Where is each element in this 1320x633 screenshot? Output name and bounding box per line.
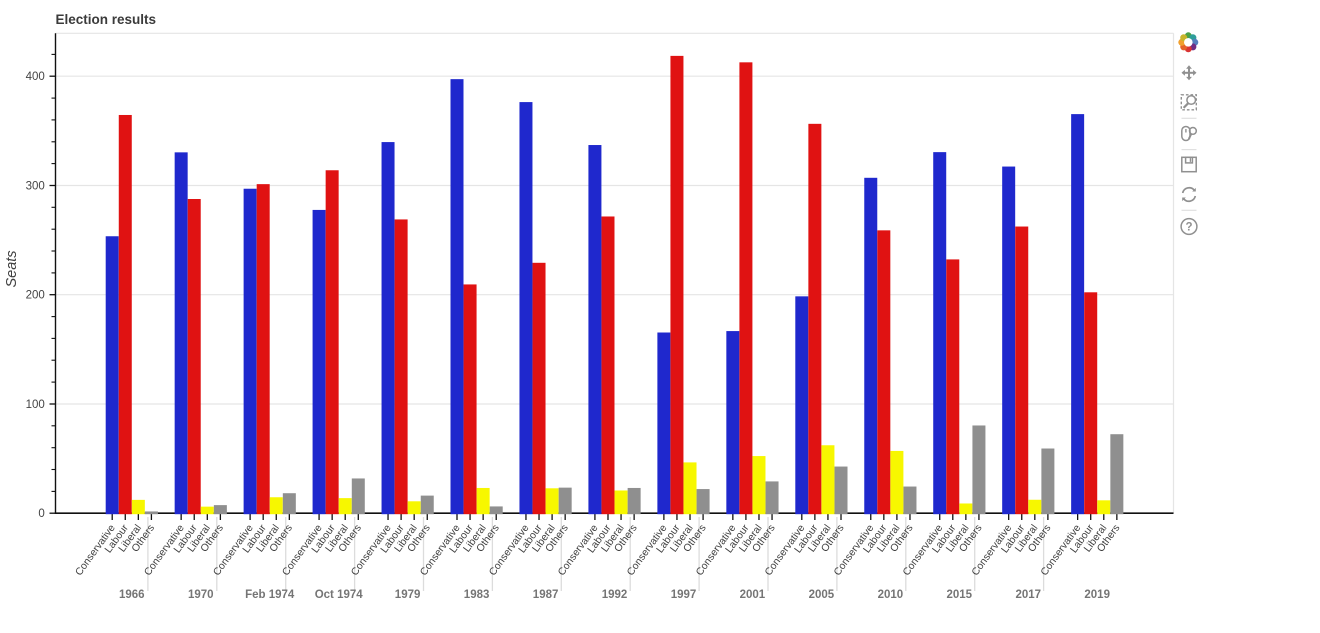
- svg-text:1979: 1979: [395, 589, 421, 601]
- svg-text:200: 200: [26, 290, 45, 302]
- svg-text:2005: 2005: [809, 589, 835, 601]
- svg-text:400: 400: [26, 71, 45, 83]
- svg-text:Seats: Seats: [4, 250, 20, 287]
- svg-text:2010: 2010: [878, 589, 904, 601]
- svg-text:Oct 1974: Oct 1974: [315, 589, 364, 601]
- svg-text:?: ?: [1185, 222, 1192, 234]
- svg-text:Election results: Election results: [56, 12, 157, 27]
- svg-text:1983: 1983: [464, 589, 490, 601]
- svg-text:300: 300: [26, 180, 45, 192]
- svg-text:1992: 1992: [602, 589, 628, 601]
- svg-text:2015: 2015: [947, 589, 973, 601]
- svg-text:1970: 1970: [188, 589, 214, 601]
- svg-text:100: 100: [26, 399, 45, 411]
- svg-text:Feb 1974: Feb 1974: [245, 589, 295, 601]
- svg-text:2001: 2001: [740, 589, 766, 601]
- svg-text:2017: 2017: [1016, 589, 1042, 601]
- svg-text:2019: 2019: [1084, 589, 1110, 601]
- svg-text:0: 0: [38, 508, 44, 520]
- svg-text:1987: 1987: [533, 589, 559, 601]
- svg-text:1997: 1997: [671, 589, 697, 601]
- svg-text:1966: 1966: [119, 589, 145, 601]
